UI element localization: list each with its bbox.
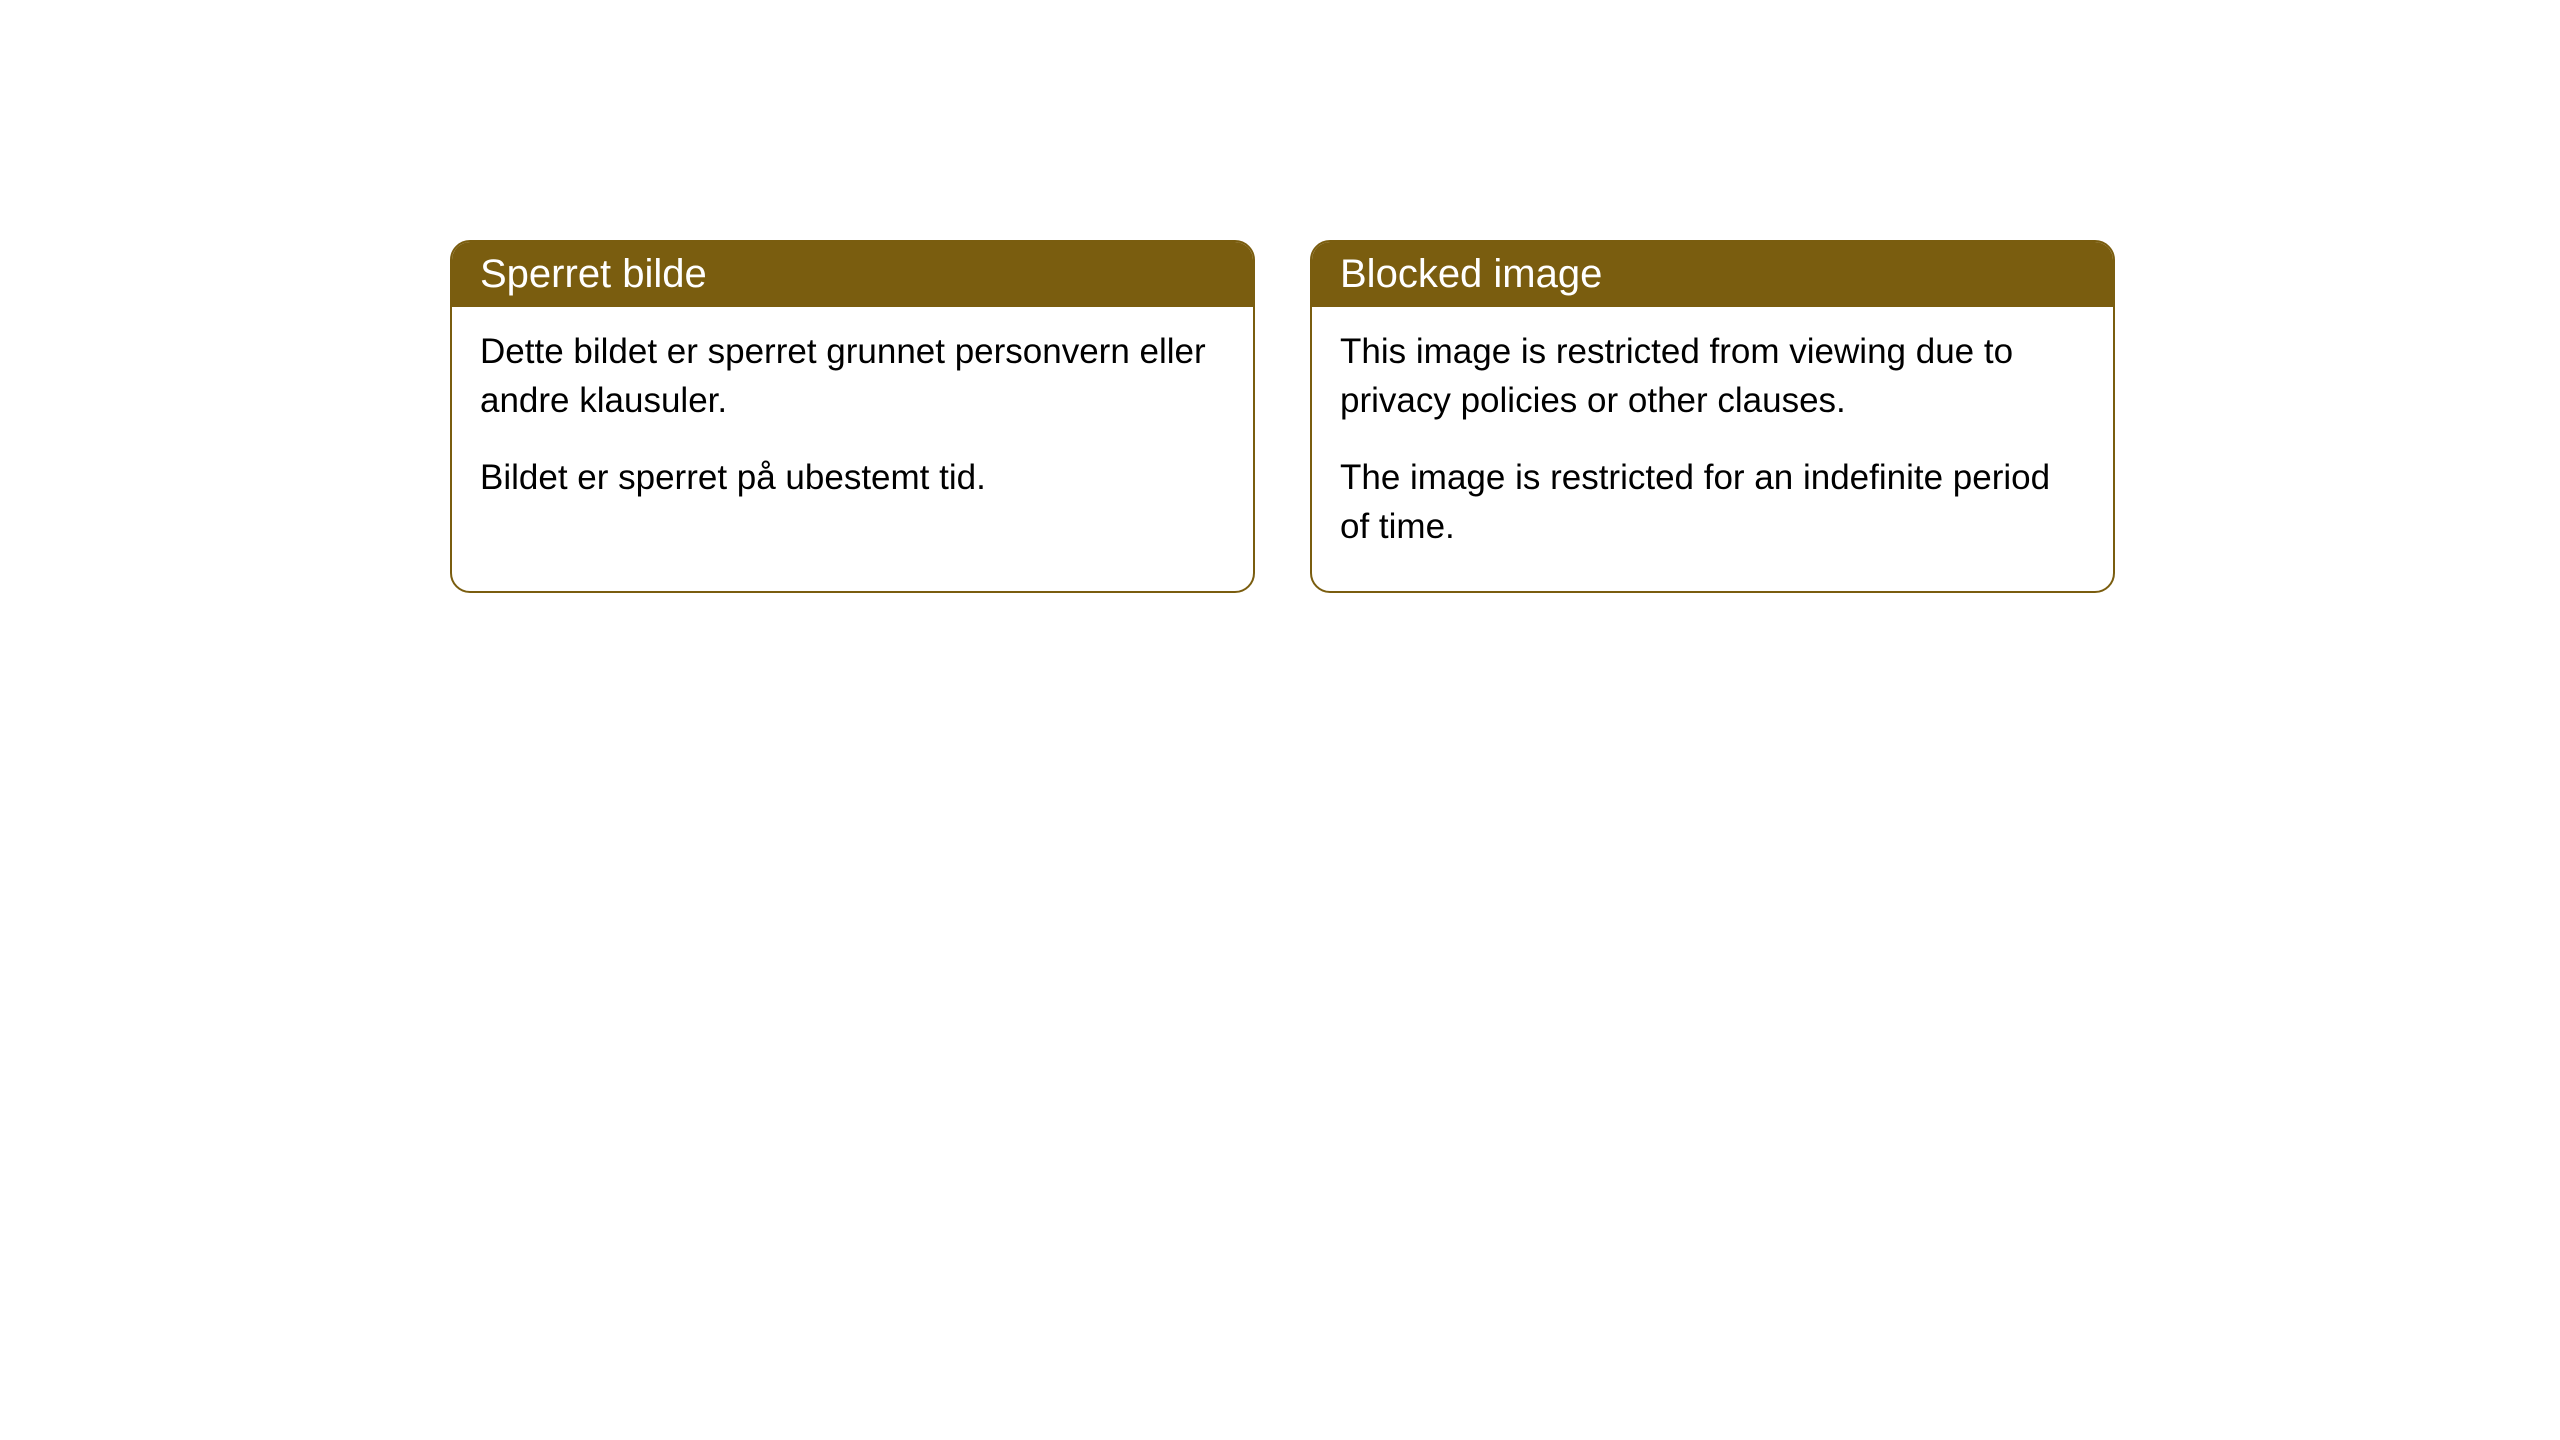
notice-body-norwegian: Dette bildet er sperret grunnet personve… — [452, 307, 1253, 542]
notice-header-norwegian: Sperret bilde — [452, 242, 1253, 307]
notice-card-english: Blocked image This image is restricted f… — [1310, 240, 2115, 593]
notice-paragraph: This image is restricted from viewing du… — [1340, 327, 2085, 425]
notice-paragraph: The image is restricted for an indefinit… — [1340, 453, 2085, 551]
notice-paragraph: Bildet er sperret på ubestemt tid. — [480, 453, 1225, 502]
notice-body-english: This image is restricted from viewing du… — [1312, 307, 2113, 591]
notice-header-english: Blocked image — [1312, 242, 2113, 307]
notice-card-norwegian: Sperret bilde Dette bildet er sperret gr… — [450, 240, 1255, 593]
notice-container: Sperret bilde Dette bildet er sperret gr… — [450, 240, 2115, 593]
notice-paragraph: Dette bildet er sperret grunnet personve… — [480, 327, 1225, 425]
